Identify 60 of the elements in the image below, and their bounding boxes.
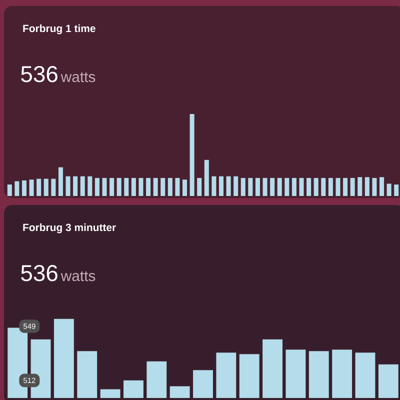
bar bbox=[240, 178, 246, 196]
bar bbox=[306, 178, 312, 196]
bar bbox=[284, 178, 290, 196]
bar bbox=[22, 180, 26, 196]
bar bbox=[7, 184, 12, 196]
bar bbox=[197, 178, 202, 196]
bar bbox=[124, 178, 129, 196]
bar bbox=[218, 176, 224, 196]
bar bbox=[394, 184, 399, 196]
bar bbox=[270, 178, 275, 196]
chart-title: Forbrug 1 time bbox=[23, 24, 96, 34]
bar bbox=[102, 178, 107, 196]
bar bbox=[14, 181, 20, 196]
bar bbox=[292, 178, 296, 196]
bar bbox=[204, 160, 209, 196]
bar bbox=[138, 178, 144, 196]
text: Forbrug 3 minutter bbox=[23, 223, 116, 234]
bar bbox=[58, 167, 63, 196]
bar bbox=[364, 177, 370, 196]
bar bbox=[36, 178, 42, 196]
bar bbox=[175, 178, 180, 196]
bar bbox=[248, 178, 253, 196]
bar bbox=[321, 178, 326, 196]
bar bbox=[212, 176, 216, 196]
text: 536 bbox=[21, 66, 58, 82]
text: watts bbox=[60, 72, 96, 82]
bar bbox=[277, 178, 282, 196]
bar bbox=[73, 176, 78, 196]
bar bbox=[299, 178, 304, 196]
bar bbox=[88, 176, 92, 196]
bar bbox=[234, 176, 238, 196]
bar bbox=[116, 178, 122, 196]
bar bbox=[380, 177, 384, 196]
bar bbox=[343, 178, 348, 196]
annotation: watts bbox=[60, 271, 96, 282]
bar bbox=[182, 180, 188, 196]
bar bbox=[160, 178, 166, 196]
bar bbox=[226, 176, 231, 196]
bar bbox=[131, 178, 136, 196]
bar bbox=[262, 178, 268, 196]
bar bbox=[168, 178, 172, 196]
bar bbox=[94, 178, 100, 196]
bar bbox=[372, 178, 377, 196]
bar bbox=[386, 184, 392, 196]
bar bbox=[350, 178, 355, 196]
bar bbox=[153, 178, 158, 196]
bar bbox=[80, 176, 85, 196]
bar bbox=[44, 178, 48, 196]
bar bbox=[29, 180, 34, 196]
bar bbox=[66, 176, 70, 196]
bar bbox=[336, 178, 340, 196]
bar bbox=[146, 178, 151, 196]
bar bbox=[255, 178, 260, 196]
bar bbox=[51, 178, 56, 196]
bar bbox=[314, 178, 318, 196]
bar bbox=[358, 177, 362, 196]
annotation: 536 bbox=[21, 265, 58, 282]
bar bbox=[328, 178, 333, 196]
bar bbox=[110, 178, 114, 196]
bar bbox=[190, 114, 194, 196]
